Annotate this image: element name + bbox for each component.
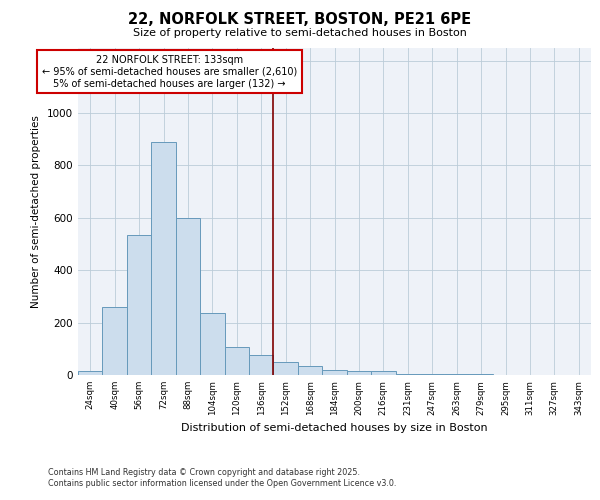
Bar	[127, 235, 151, 375]
Y-axis label: Number of semi-detached properties: Number of semi-detached properties	[31, 115, 41, 308]
Text: 22 NORFOLK STREET: 133sqm
← 95% of semi-detached houses are smaller (2,610)
5% o: 22 NORFOLK STREET: 133sqm ← 95% of semi-…	[42, 56, 297, 88]
Text: Size of property relative to semi-detached houses in Boston: Size of property relative to semi-detach…	[133, 28, 467, 38]
Bar	[395, 374, 420, 375]
X-axis label: Distribution of semi-detached houses by size in Boston: Distribution of semi-detached houses by …	[181, 423, 488, 433]
Bar	[371, 371, 395, 375]
Bar	[322, 370, 347, 375]
Bar	[224, 348, 249, 375]
Bar	[420, 374, 445, 375]
Bar	[445, 374, 469, 375]
Bar	[249, 356, 274, 375]
Bar	[469, 374, 493, 375]
Bar	[151, 142, 176, 375]
Bar	[176, 218, 200, 375]
Bar	[347, 371, 371, 375]
Bar	[298, 366, 322, 375]
Text: Contains HM Land Registry data © Crown copyright and database right 2025.
Contai: Contains HM Land Registry data © Crown c…	[48, 468, 397, 487]
Text: 22, NORFOLK STREET, BOSTON, PE21 6PE: 22, NORFOLK STREET, BOSTON, PE21 6PE	[128, 12, 472, 28]
Bar	[78, 371, 103, 375]
Bar	[200, 314, 224, 375]
Bar	[103, 307, 127, 375]
Bar	[274, 362, 298, 375]
